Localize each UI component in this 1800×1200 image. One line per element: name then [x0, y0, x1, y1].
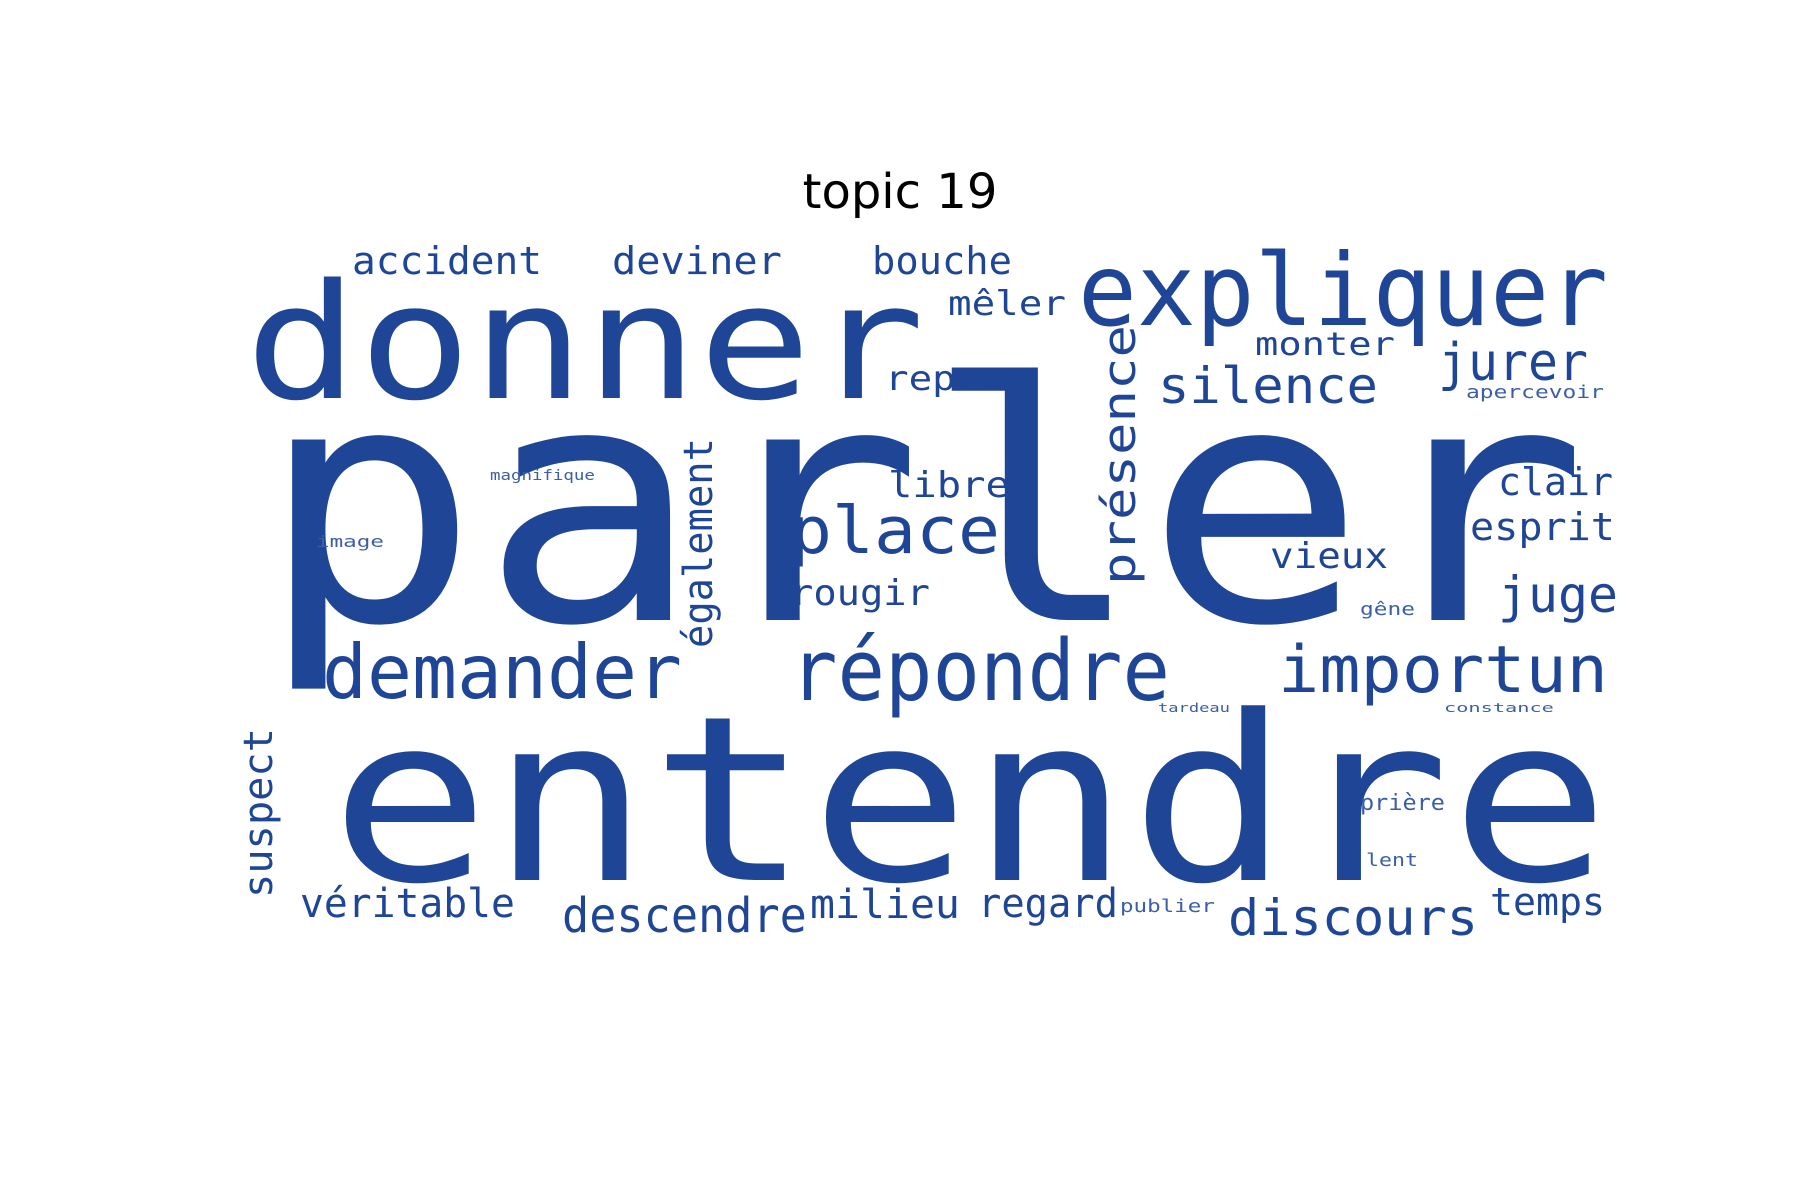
word-0: parler	[258, 314, 1588, 698]
word-8: silence	[1158, 358, 1378, 416]
word-14: accident	[352, 240, 542, 284]
word-17: également	[675, 438, 722, 648]
word-9: présence	[1093, 325, 1146, 585]
word-37: publier	[1120, 895, 1215, 916]
word-24: clair	[1498, 460, 1613, 504]
word-33: magnifique	[490, 467, 595, 484]
word-31: prière	[1360, 791, 1445, 816]
word-22: temps	[1490, 880, 1605, 924]
word-34: image	[316, 532, 384, 551]
word-15: deviner	[612, 240, 782, 284]
word-1: entendre	[330, 666, 1610, 934]
word-12: juge	[1498, 566, 1618, 624]
word-20: milieu	[810, 881, 960, 928]
word-39: constance	[1444, 701, 1554, 715]
word-25: rougir	[790, 571, 930, 613]
word-2: donner	[245, 251, 925, 437]
chart-title: topic 19	[802, 164, 998, 220]
word-35: gêne	[1360, 598, 1415, 619]
word-32: apercevoir	[1466, 381, 1604, 402]
word-21: regard	[978, 880, 1118, 927]
word-10: discours	[1228, 890, 1478, 948]
word-28: repos	[885, 358, 1003, 398]
word-4: répondre	[790, 622, 1170, 720]
word-7: place	[790, 492, 1000, 568]
word-6: importun	[1278, 632, 1608, 708]
word-30: monter	[1255, 326, 1395, 363]
word-13: jurer	[1438, 333, 1588, 393]
word-26: libre	[888, 464, 1010, 506]
word-38: tardeau	[1158, 701, 1230, 715]
word-11: descendre	[562, 888, 807, 944]
word-3: expliquer	[1078, 233, 1608, 349]
word-19: véritable	[300, 881, 515, 927]
word-16: bouche	[872, 239, 1012, 284]
word-36: lent	[1366, 850, 1418, 871]
word-27: vieux	[1270, 535, 1388, 577]
word-23: esprit	[1470, 506, 1615, 550]
word-5: demander	[322, 629, 682, 716]
word-29: mêler	[948, 283, 1066, 323]
word-18: suspect	[236, 728, 282, 898]
